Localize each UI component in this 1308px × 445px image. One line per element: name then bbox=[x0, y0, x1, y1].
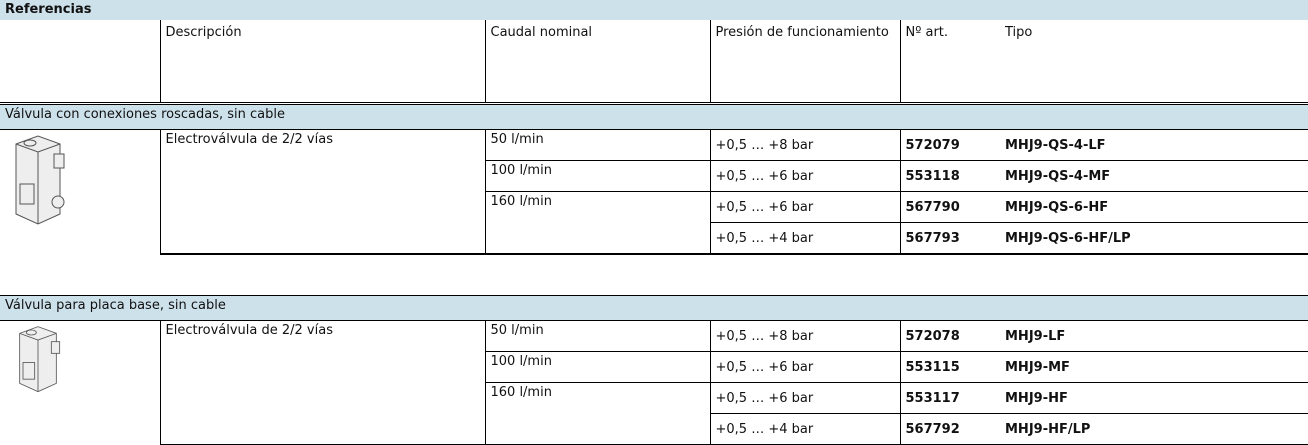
header-cell: Presión de funcionamiento bbox=[709, 20, 900, 105]
pressure: +0,5 … +6 bar bbox=[709, 351, 900, 383]
part-number: 553115 bbox=[899, 351, 1000, 383]
valve-image bbox=[19, 326, 61, 393]
type-code: MHJ9-HF/LP bbox=[1000, 413, 1308, 445]
pressure: +0,5 … +4 bar bbox=[709, 413, 900, 445]
pressure: +0,5 … +6 bar bbox=[709, 382, 900, 414]
part-number: 567792 bbox=[899, 413, 1000, 445]
table-title: Referencias bbox=[0, 0, 1308, 20]
data-row: Electroválvula de 2/2 vías 50 l/min +0,5 …… bbox=[0, 129, 1308, 255]
description: Electroválvula de 2/2 vías bbox=[159, 129, 485, 255]
part-number: 572078 bbox=[899, 320, 1000, 352]
pressure: +0,5 … +8 bar bbox=[709, 320, 900, 352]
header-cell: Nº art. bbox=[899, 20, 1000, 105]
header-row: Descripción Caudal nominal Presión de fu… bbox=[0, 20, 1308, 105]
pressure: +0,5 … +4 bar bbox=[709, 222, 900, 255]
valve-image bbox=[15, 135, 65, 225]
flow: 50 l/min bbox=[484, 129, 710, 161]
type-code: MHJ9-QS-6-HF bbox=[1000, 191, 1308, 223]
data-row: 160 l/min +0,5 … +6 bar 567790 MHJ9-QS-6-HF bbox=[0, 191, 1308, 255]
part-number: 553117 bbox=[899, 382, 1000, 414]
type-code: MHJ9-QS-6-HF/LP bbox=[1000, 222, 1308, 255]
flow: 160 l/min bbox=[484, 382, 710, 445]
flow: 100 l/min bbox=[484, 351, 710, 383]
data-row: +0,5 … +4 bar 567793 MHJ9-QS-6-HF/LP bbox=[0, 222, 1308, 255]
data-row: 160 l/min +0,5 … +6 bar 553117 MHJ9-HF bbox=[0, 382, 1308, 445]
header-cell: Tipo bbox=[1000, 20, 1308, 105]
flow: 160 l/min bbox=[484, 191, 710, 255]
spacer-cell bbox=[0, 254, 1308, 296]
pressure: +0,5 … +8 bar bbox=[709, 129, 900, 161]
data-row: Electroválvula de 2/2 vías 50 l/min +0,5 …… bbox=[0, 320, 1308, 445]
type-code: MHJ9-MF bbox=[1000, 351, 1308, 383]
type-code: MHJ9-QS-4-MF bbox=[1000, 160, 1308, 192]
title-row: Referencias bbox=[0, 0, 1308, 20]
flow: 50 l/min bbox=[484, 320, 710, 352]
header-blank bbox=[0, 20, 160, 105]
part-number: 572079 bbox=[899, 129, 1000, 161]
spacer-row bbox=[0, 254, 1308, 296]
pressure: +0,5 … +6 bar bbox=[709, 160, 900, 192]
flow: 100 l/min bbox=[484, 160, 710, 192]
section-label: Válvula para placa base, sin cable bbox=[0, 295, 1308, 321]
data-row: 100 l/min +0,5 … +6 bar 553118 MHJ9-QS-4-MF bbox=[0, 160, 1308, 192]
type-code: MHJ9-QS-4-LF bbox=[1000, 129, 1308, 161]
section-row: Válvula con conexiones roscadas, sin cab… bbox=[0, 103, 1308, 130]
image-cell bbox=[0, 130, 160, 255]
description: Electroválvula de 2/2 vías bbox=[159, 320, 485, 445]
part-number: 567793 bbox=[899, 222, 1000, 255]
header-cell: Descripción bbox=[159, 20, 485, 105]
section-row: Válvula para placa base, sin cable bbox=[0, 295, 1308, 321]
image-cell bbox=[0, 321, 160, 445]
type-code: MHJ9-HF bbox=[1000, 382, 1308, 414]
section-label: Válvula con conexiones roscadas, sin cab… bbox=[0, 103, 1308, 130]
type-code: MHJ9-LF bbox=[1000, 320, 1308, 352]
data-row: +0,5 … +4 bar 567792 MHJ9-HF/LP bbox=[0, 413, 1308, 445]
part-number: 567790 bbox=[899, 191, 1000, 223]
header-cell: Caudal nominal bbox=[484, 20, 710, 105]
part-number: 553118 bbox=[899, 160, 1000, 192]
data-row: 100 l/min +0,5 … +6 bar 553115 MHJ9-MF bbox=[0, 351, 1308, 383]
pressure: +0,5 … +6 bar bbox=[709, 191, 900, 223]
